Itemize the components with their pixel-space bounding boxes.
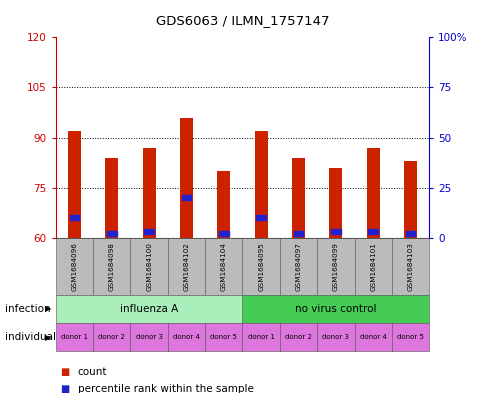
Text: count: count [77,367,107,377]
Text: GSM1684100: GSM1684100 [146,242,152,291]
Text: GSM1684104: GSM1684104 [220,242,227,291]
Bar [180,118,193,238]
Bar [293,231,303,236]
Bar [68,131,81,238]
Text: influenza A: influenza A [120,304,178,314]
Bar [106,231,117,236]
Bar [405,231,415,236]
Text: ▶: ▶ [45,333,52,342]
Text: GSM1684101: GSM1684101 [369,242,376,291]
Bar [105,158,118,238]
Bar [69,215,79,220]
Text: GSM1684103: GSM1684103 [407,242,413,291]
Bar [142,147,155,238]
Text: GSM1684102: GSM1684102 [183,242,189,291]
Bar [403,161,416,238]
Bar [181,195,191,200]
Text: donor 3: donor 3 [322,334,348,340]
Bar [254,131,267,238]
Text: individual: individual [5,332,56,342]
Text: donor 2: donor 2 [98,334,125,340]
Text: percentile rank within the sample: percentile rank within the sample [77,384,253,393]
Text: donor 1: donor 1 [61,334,88,340]
Text: GDS6063 / ILMN_1757147: GDS6063 / ILMN_1757147 [155,14,329,27]
Text: no virus control: no virus control [294,304,376,314]
Bar [144,230,154,234]
Text: ■: ■ [60,384,70,393]
Bar [329,167,342,238]
Text: GSM1684095: GSM1684095 [257,242,264,291]
Bar [256,215,266,220]
Text: donor 5: donor 5 [396,334,423,340]
Text: donor 4: donor 4 [359,334,386,340]
Bar [367,230,378,234]
Text: infection: infection [5,304,50,314]
Text: ■: ■ [60,367,70,377]
Text: donor 3: donor 3 [136,334,162,340]
Text: donor 4: donor 4 [173,334,199,340]
Bar [291,158,304,238]
Text: GSM1684097: GSM1684097 [295,242,301,291]
Bar [366,147,379,238]
Text: donor 1: donor 1 [247,334,274,340]
Bar [217,171,230,238]
Bar [218,231,228,236]
Text: GSM1684098: GSM1684098 [108,242,115,291]
Text: donor 2: donor 2 [285,334,311,340]
Text: donor 5: donor 5 [210,334,237,340]
Text: GSM1684096: GSM1684096 [71,242,77,291]
Text: ▶: ▶ [45,305,52,313]
Text: GSM1684099: GSM1684099 [332,242,338,291]
Bar [330,230,340,234]
